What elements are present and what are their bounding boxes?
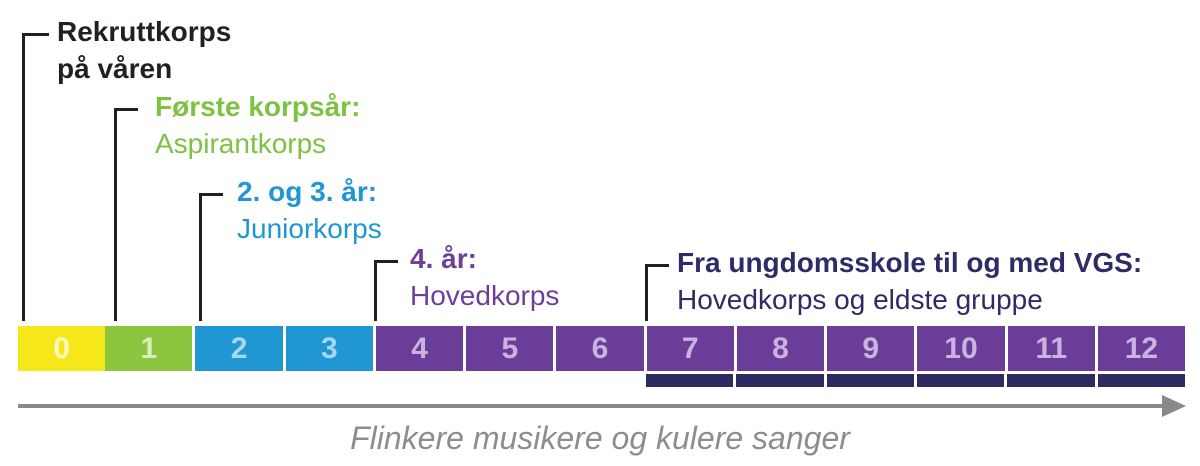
annotation-heading: Fra ungdomsskole til og med VGS: — [677, 247, 1143, 278]
annotation-body: Juniorkorps — [237, 213, 382, 244]
timeline-segment-5: 5 — [466, 326, 557, 371]
underline-segment-10 — [916, 374, 1008, 387]
annotation-heading: 4. år: — [410, 243, 477, 274]
timeline-segment-1: 1 — [105, 326, 196, 371]
timeline-segment-10: 10 — [917, 326, 1008, 371]
annotation-body: Hovedkorps og eldste gruppe — [677, 284, 1043, 315]
annotation-heading: 2. og 3. år: — [237, 176, 378, 207]
timeline-segment-4: 4 — [375, 326, 467, 371]
vgs-underline-band — [646, 374, 1185, 387]
annotation-body: Hovedkorps — [410, 280, 560, 311]
underline-segment-8 — [736, 374, 827, 387]
timeline-segment-9: 9 — [827, 326, 918, 371]
annotation-heading: Første korpsår: — [155, 91, 361, 122]
underline-segment-9 — [826, 374, 917, 387]
annotation-text: Fra ungdomsskole til og med VGS: Hovedkor… — [677, 244, 1142, 318]
annotation-text: Første korpsår: Aspirantkorps — [155, 88, 360, 162]
connector-line — [22, 33, 49, 321]
annotation-body: på våren — [57, 53, 173, 84]
annotation-text: 4. år: Hovedkorps — [410, 240, 559, 314]
timeline-segment-8: 8 — [736, 326, 828, 371]
annotation-text: 2. og 3. år: Juniorkorps — [237, 173, 382, 247]
annotation-text: Rekruttkorps på våren — [57, 13, 231, 87]
timeline-segment-2: 2 — [195, 326, 286, 371]
underline-segment-11 — [1007, 374, 1098, 387]
timeline-segment-7: 7 — [646, 326, 737, 371]
timeline-segment-3: 3 — [285, 326, 376, 371]
annotation-body: Aspirantkorps — [155, 128, 327, 159]
underline-segment-7 — [646, 374, 737, 387]
timeline-segment-0: 0 — [18, 326, 106, 371]
axis-arrow-head-icon — [1162, 395, 1186, 417]
timeline-bar: 0 1 2 3 4 5 6 7 8 9 10 11 12 — [18, 326, 1186, 371]
timeline-segment-11: 11 — [1007, 326, 1098, 371]
connector-line — [374, 260, 398, 321]
timeline-segment-6: 6 — [556, 326, 647, 371]
axis-arrow-line — [18, 404, 1164, 408]
timeline-segment-12: 12 — [1097, 326, 1186, 371]
axis-caption: Flinkere musikere og kulere sanger — [350, 420, 850, 456]
connector-line — [645, 264, 669, 321]
connector-line — [114, 108, 138, 321]
underline-segment-12 — [1097, 374, 1185, 387]
annotation-heading: Rekruttkorps — [57, 16, 232, 47]
connector-line — [199, 193, 223, 321]
